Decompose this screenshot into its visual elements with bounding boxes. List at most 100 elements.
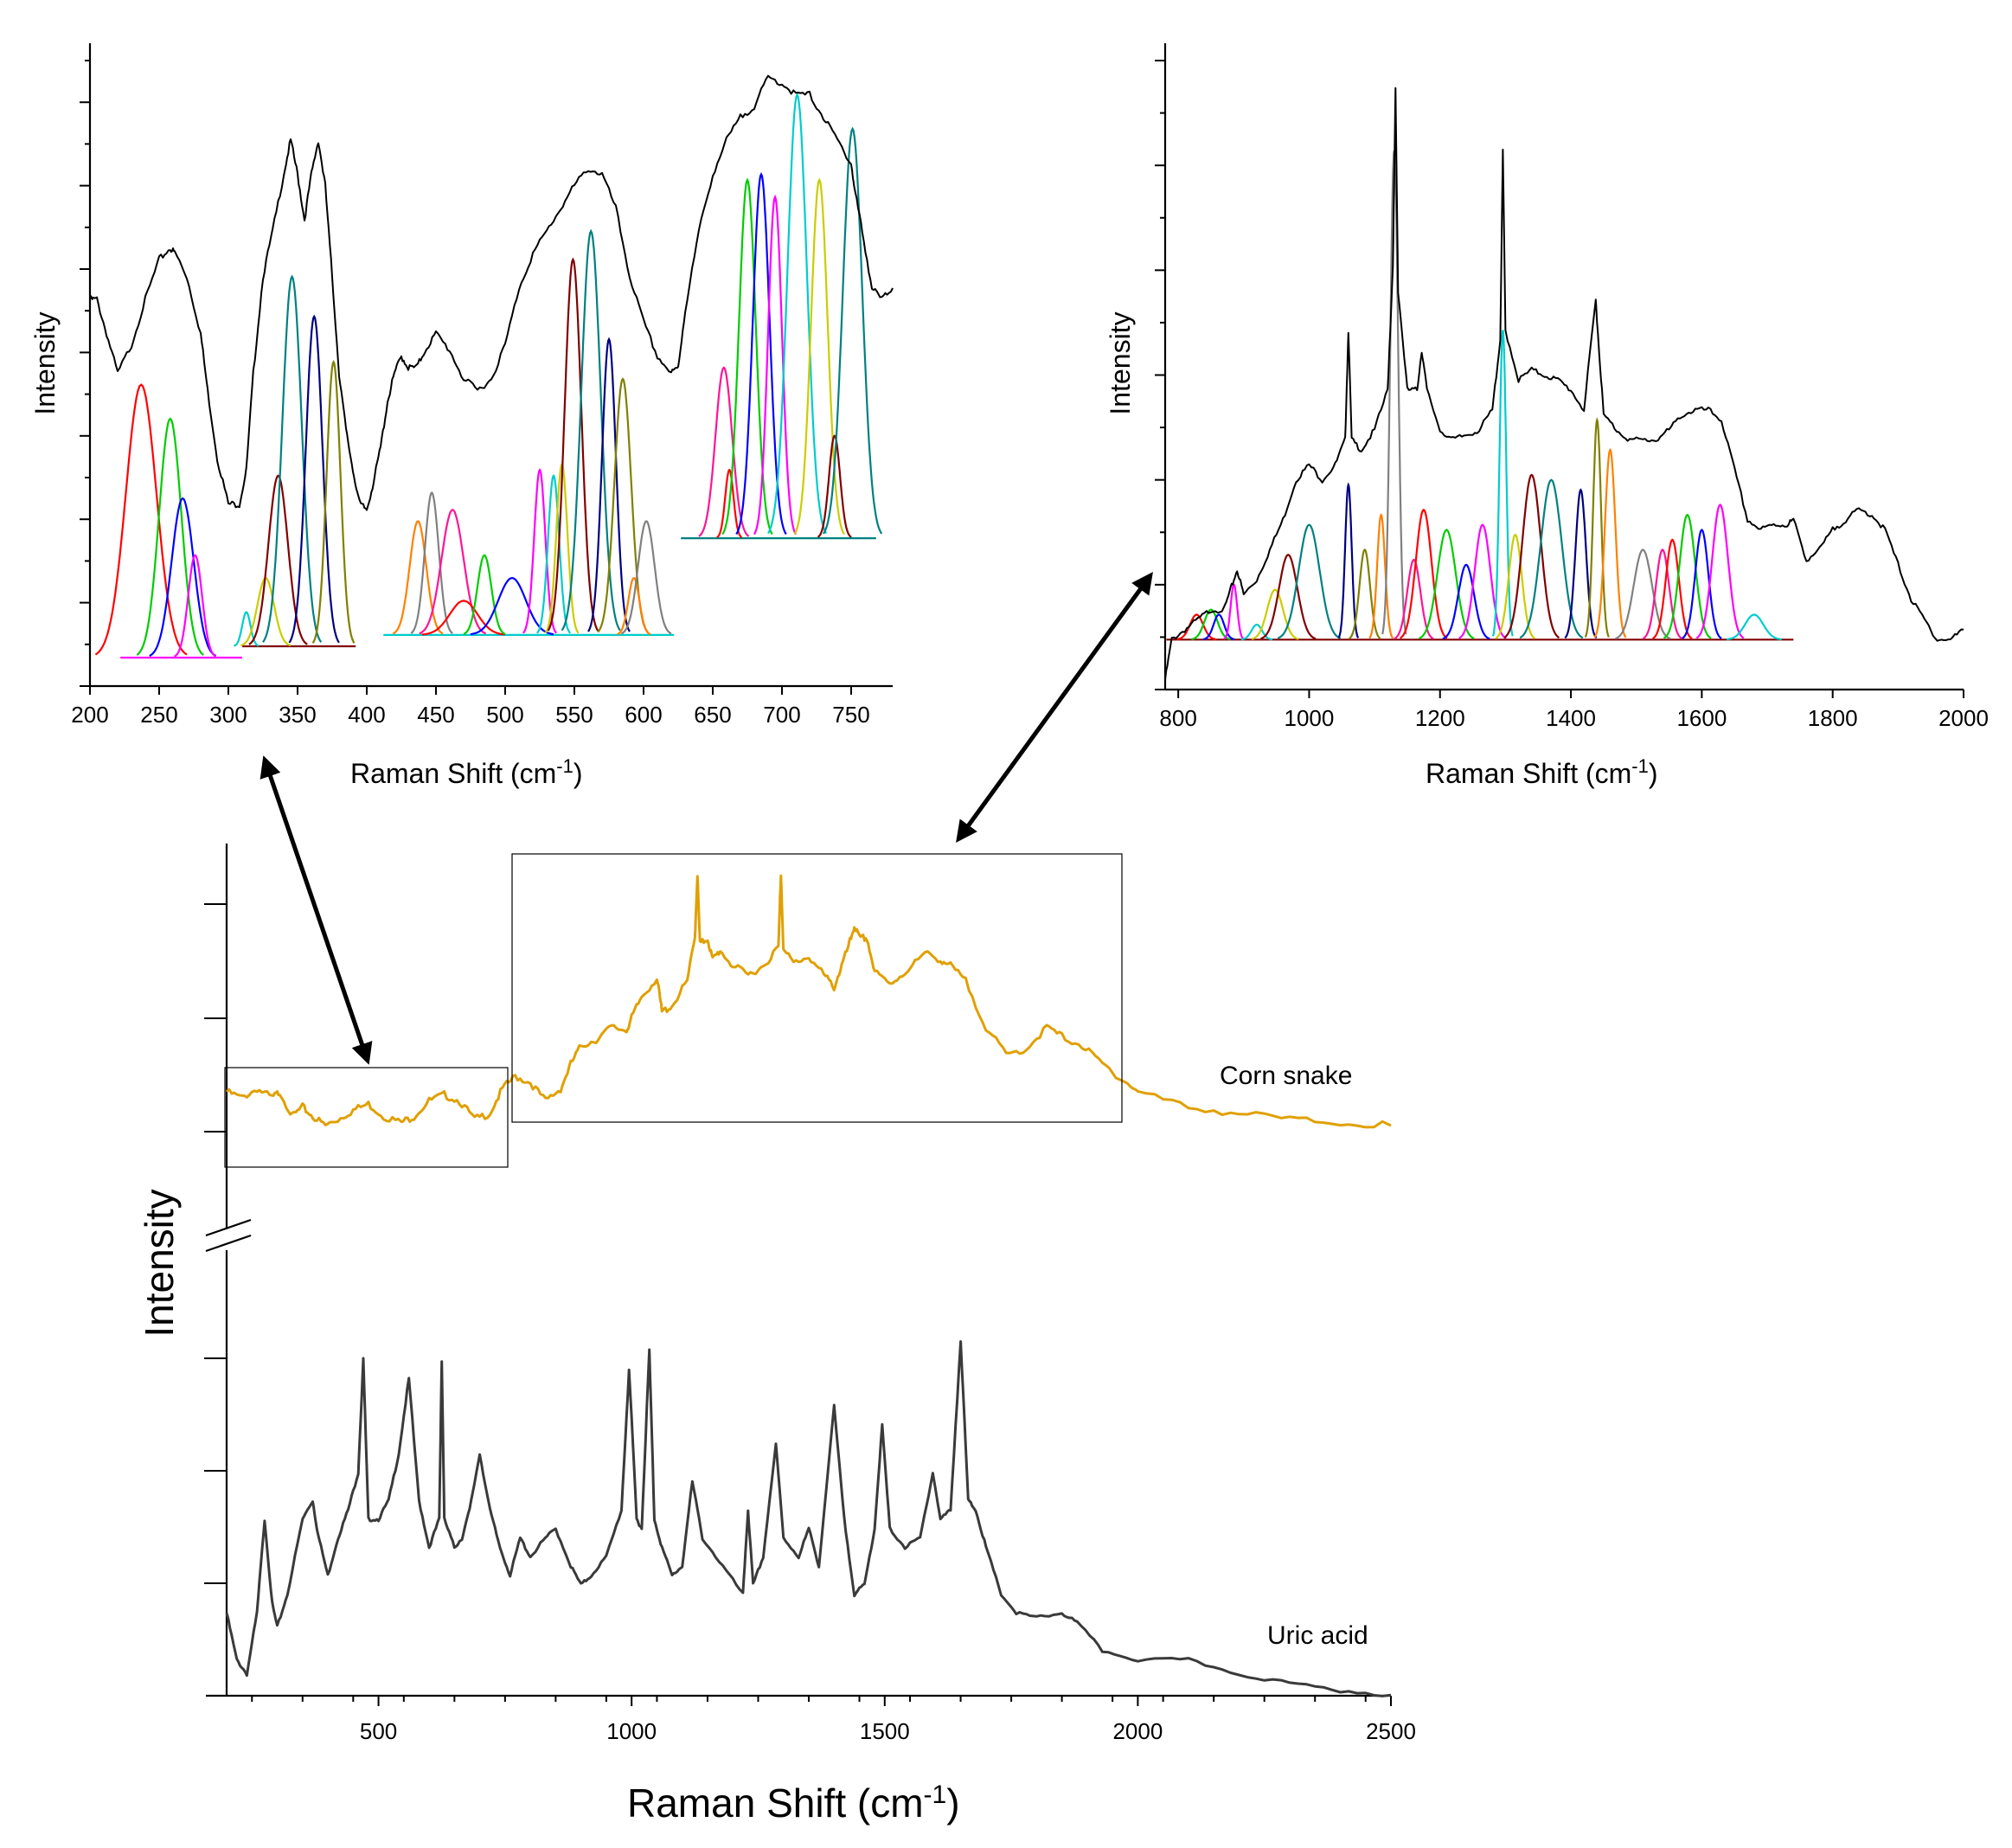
- inset-high-fit-peak: [1442, 563, 1490, 640]
- inset-low-x-tick-label: 550: [555, 702, 593, 728]
- inset-high-fit-peak: [1400, 508, 1448, 639]
- inset-high-fit-peak: [1695, 504, 1745, 639]
- inset-low-fit-peak: [463, 554, 506, 635]
- inset-low-x-tick-label: 700: [763, 702, 800, 728]
- inset-low-fit-peak: [136, 417, 204, 656]
- inset-low-fit-peak: [753, 194, 797, 536]
- inset-low-x-tick-label: 750: [832, 702, 869, 728]
- inset-high-fit-peak: [1176, 613, 1217, 641]
- inset-high-fit-peak: [1593, 447, 1627, 638]
- inset-low-fit-peak: [311, 359, 356, 644]
- inset-low-spectrum-line: [89, 74, 894, 511]
- series-line-uric-acid: [225, 1340, 1392, 1697]
- main-x-tick-label: 2500: [1366, 1718, 1416, 1744]
- label-corn-snake: Corn snake: [1220, 1062, 1352, 1090]
- inset-low-fit-peak: [288, 314, 340, 644]
- arrow-high-region: [956, 571, 1153, 844]
- inset-high-fit-peak: [1458, 523, 1507, 639]
- inset-low-fit-peak: [617, 576, 651, 636]
- inset-high-x-tick-label: 1600: [1676, 705, 1727, 731]
- inset-high-y-axis-title: Intensity: [1105, 311, 1136, 414]
- inset-low-fit-peak: [233, 611, 260, 647]
- inset-low-x-tick-label: 250: [140, 702, 177, 728]
- inset-high-fit-peak: [1277, 523, 1342, 639]
- inset-low-x-tick-label: 350: [279, 702, 316, 728]
- inset-low-fit-peak: [817, 434, 852, 538]
- inset-high-fit-peak: [1584, 417, 1610, 638]
- inset-high-fit-peak: [1223, 583, 1245, 640]
- inset-high-fit-peak: [1615, 549, 1671, 640]
- inset-low-x-tick-label: 300: [209, 702, 247, 728]
- inset-low-x-tick-label: 450: [417, 702, 454, 728]
- axis-break-mark: [205, 1218, 252, 1253]
- inset-low-fit-peak: [262, 274, 323, 643]
- inset-high-x-tick-label: 1000: [1285, 705, 1335, 731]
- inset-low-fit-peak: [823, 126, 883, 535]
- main-chart: 500 1000 1500 2000 2500 Corn snake Uric acid…: [137, 844, 1416, 1826]
- inset-low-fit-peak: [721, 177, 773, 536]
- inset-low-x-tick-label: 400: [348, 702, 385, 728]
- main-x-tick-label: 2000: [1112, 1718, 1163, 1744]
- inset-low-chart: 200 250 300 350 400 450 500 550 600 650 700 750 Ram…: [29, 43, 894, 789]
- inset-low-fit-peak: [248, 474, 308, 645]
- inset-high-fit-peak: [1519, 478, 1584, 639]
- inset-low-fit-peak: [767, 92, 828, 534]
- inset-high-fit-peak: [1337, 482, 1360, 638]
- series-line-corn-snake: [225, 874, 1392, 1129]
- inset-high-fit-peak: [1491, 330, 1514, 637]
- inset-high-fit-peak: [1642, 548, 1683, 640]
- inset-high-fit-peak: [1663, 513, 1712, 639]
- inset-high-fit-peak: [1260, 553, 1317, 640]
- inset-low-fit-peak: [149, 497, 217, 658]
- arrow-low-region: [260, 755, 373, 1065]
- inset-high-fit-peak: [1652, 538, 1693, 639]
- inset-high-x-tick-label: 1400: [1546, 705, 1596, 731]
- main-x-tick-label: 500: [360, 1718, 397, 1744]
- inset-low-fit-peak: [535, 473, 572, 634]
- inset-low-fit-peak: [94, 383, 188, 656]
- inset-high-chart: 800 1000 1200 1400 1600 1800 2000 Raman Shift …: [1105, 43, 1989, 789]
- zoom-box-high: [511, 853, 1123, 1123]
- inset-high-fit-peak: [1419, 529, 1475, 639]
- inset-low-fit-peak: [410, 491, 453, 634]
- inset-high-x-tick-label: 1200: [1415, 705, 1465, 731]
- inset-high-fit-peak: [1682, 528, 1722, 639]
- inset-high-x-axis-title: Raman Shift (cm-1): [1426, 755, 1658, 789]
- label-uric-acid: Uric acid: [1267, 1621, 1368, 1650]
- inset-high-fit-peak: [1368, 513, 1394, 639]
- inset-high-fit-peak: [1251, 588, 1299, 640]
- inset-low-x-tick-label: 650: [694, 702, 731, 728]
- zoom-box-low: [224, 1067, 509, 1168]
- main-y-axis-title: Intensity: [137, 1189, 182, 1337]
- inset-low-y-axis-title: Intensity: [29, 311, 61, 414]
- inset-high-fit-peak: [1349, 548, 1381, 640]
- main-x-tick-label: 1500: [860, 1718, 910, 1744]
- inset-low-fit-peak: [716, 468, 743, 539]
- inset-low-fit-peak: [174, 554, 217, 658]
- inset-high-fit-peak: [1202, 613, 1235, 641]
- inset-high-x-tick-label: 1800: [1808, 705, 1858, 731]
- inset-low-fit-peak: [421, 600, 506, 636]
- inset-low-fit-peak: [392, 520, 444, 635]
- inset-low-fit-peak: [698, 366, 750, 537]
- inset-low-x-tick-label: 200: [71, 702, 108, 728]
- inset-low-fit-peak: [587, 337, 631, 632]
- inset-low-fit-peak: [419, 508, 486, 635]
- inset-high-fit-peak: [1564, 488, 1598, 639]
- inset-high-x-tick-label: 2000: [1938, 705, 1989, 731]
- inset-high-fit-peak: [1240, 623, 1273, 641]
- inset-low-fit-peak: [547, 257, 599, 632]
- inset-high-x-tick-label: 800: [1159, 705, 1196, 731]
- inset-low-fit-peak: [793, 177, 845, 536]
- inset-low-fit-peak: [620, 520, 672, 635]
- main-x-tick-label: 1000: [606, 1718, 657, 1744]
- inset-high-fit-peak: [1503, 473, 1560, 639]
- inset-low-x-tick-label: 600: [625, 702, 662, 728]
- inset-low-x-tick-label: 500: [486, 702, 523, 728]
- inset-high-spectrum-line: [1164, 87, 1964, 680]
- inset-low-x-axis-title: Raman Shift (cm-1): [350, 755, 583, 789]
- main-x-axis-title: Raman Shift (cm-1): [627, 1781, 960, 1826]
- inset-high-fit-peak: [1727, 613, 1782, 641]
- inset-high-fit-peak: [1191, 608, 1231, 640]
